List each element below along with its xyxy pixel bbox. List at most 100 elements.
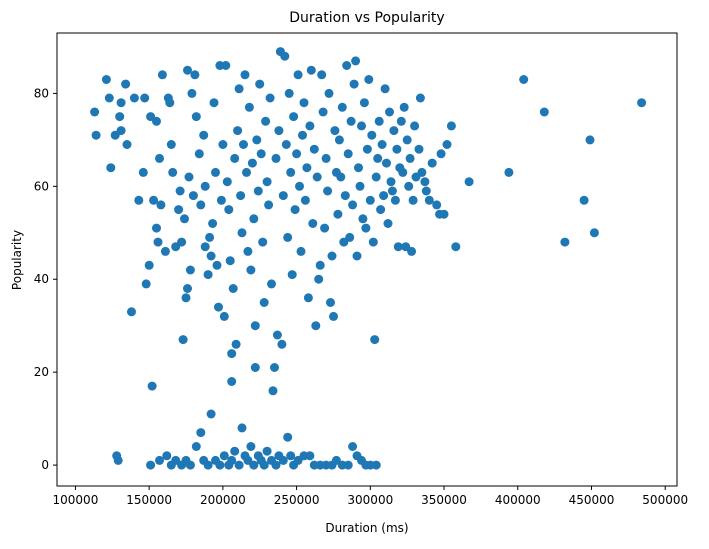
data-point (300, 195, 310, 205)
data-point (230, 153, 240, 163)
data-point (194, 149, 204, 159)
data-point (589, 228, 599, 238)
data-point (382, 158, 391, 168)
chart-title: Duration vs Popularity (289, 10, 444, 26)
data-point (242, 167, 251, 177)
data-point (396, 116, 406, 126)
data-point (354, 163, 363, 173)
data-point (286, 167, 296, 177)
data-point (262, 177, 272, 187)
data-point (246, 265, 256, 275)
data-point (153, 237, 163, 247)
data-point (436, 149, 446, 159)
data-point (249, 214, 259, 224)
data-point (149, 195, 159, 205)
data-point (252, 135, 262, 145)
data-point (200, 242, 210, 252)
data-point (287, 270, 297, 280)
y-tick-label: 40 (34, 272, 49, 286)
data-point (247, 158, 257, 168)
data-point (188, 191, 198, 201)
data-point (127, 307, 136, 317)
x-tick-label: 400000 (495, 493, 541, 507)
data-point (407, 246, 417, 256)
data-point (116, 126, 126, 136)
data-point (311, 321, 321, 331)
data-point (336, 172, 346, 182)
data-point (312, 172, 322, 182)
data-point (414, 144, 424, 154)
data-point (427, 158, 437, 168)
data-point (314, 274, 324, 284)
data-point (327, 251, 337, 261)
data-point (168, 167, 178, 177)
data-point (302, 163, 312, 173)
data-point (404, 181, 414, 191)
data-point (337, 102, 347, 112)
data-point (355, 181, 365, 191)
data-point (364, 75, 374, 84)
data-point (289, 112, 299, 122)
data-point (330, 126, 340, 136)
data-point (306, 65, 316, 75)
data-point (392, 144, 402, 154)
data-point (585, 135, 595, 145)
data-point (178, 335, 188, 345)
x-axis-label: Duration (ms) (325, 521, 408, 535)
data-point (343, 460, 353, 470)
data-point (393, 242, 403, 252)
data-point (234, 84, 244, 94)
data-point (408, 195, 418, 205)
data-point (326, 298, 335, 307)
data-point (91, 130, 101, 140)
data-point (278, 455, 288, 465)
data-point (152, 116, 161, 126)
data-point (144, 260, 154, 270)
data-point (113, 455, 123, 465)
plot-frame (56, 32, 678, 487)
data-point (295, 181, 304, 191)
data-point (451, 242, 461, 252)
data-point (147, 381, 157, 391)
data-point (376, 205, 386, 215)
y-tick-label: 80 (34, 86, 49, 100)
data-point (334, 135, 344, 145)
data-point (446, 121, 456, 131)
data-point (183, 284, 192, 293)
data-point (227, 349, 237, 359)
data-point (281, 140, 291, 149)
data-point (199, 130, 209, 140)
data-point (122, 140, 132, 149)
data-point (579, 195, 589, 205)
x-tick-label: 200000 (200, 493, 246, 507)
data-point (271, 153, 281, 163)
data-point (208, 219, 218, 228)
data-point (348, 442, 358, 451)
data-point (246, 442, 256, 451)
data-point (380, 84, 390, 94)
data-point (165, 98, 175, 108)
data-point (90, 107, 100, 117)
x-tick-label: 250000 (274, 493, 320, 507)
data-point (280, 51, 290, 61)
data-point (101, 75, 111, 84)
data-point (305, 451, 315, 461)
data-point (239, 140, 248, 149)
data-point (134, 195, 144, 205)
data-point (371, 460, 381, 470)
data-point (205, 232, 215, 242)
data-point (277, 339, 287, 349)
data-point (236, 191, 246, 201)
data-point (162, 451, 172, 461)
data-point (315, 260, 325, 270)
data-point (166, 140, 176, 149)
data-point (317, 70, 327, 80)
x-tick-label: 350000 (421, 493, 467, 507)
data-point (243, 246, 253, 256)
data-point (309, 144, 319, 154)
data-point (278, 191, 288, 201)
data-point (219, 451, 229, 461)
data-point (390, 195, 400, 205)
data-point (323, 186, 333, 196)
data-point (421, 186, 431, 196)
